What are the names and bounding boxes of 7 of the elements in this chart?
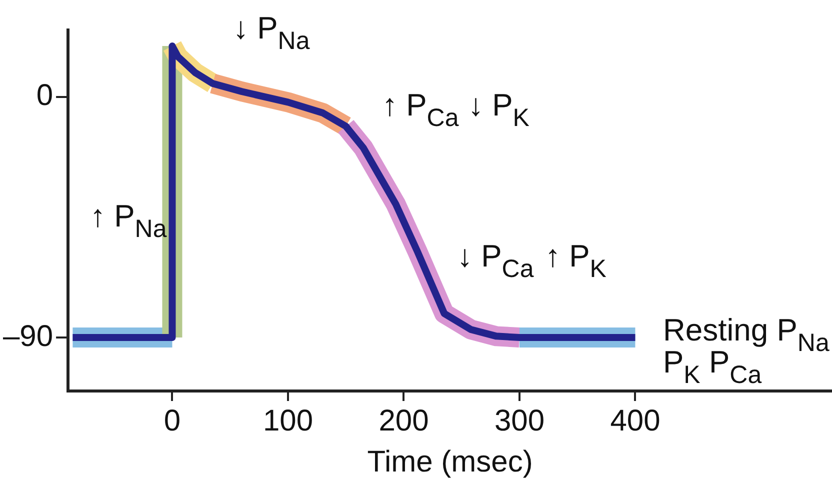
- x-tick-label: 300: [494, 404, 545, 438]
- x-axis-title: Time (msec): [367, 445, 533, 478]
- x-tick-label: 400: [610, 404, 660, 438]
- x-tick-label: 200: [378, 404, 429, 438]
- x-tick-label: 100: [262, 404, 314, 438]
- x-tick-label: 0: [164, 404, 181, 438]
- y-tick-label: –90: [2, 320, 54, 353]
